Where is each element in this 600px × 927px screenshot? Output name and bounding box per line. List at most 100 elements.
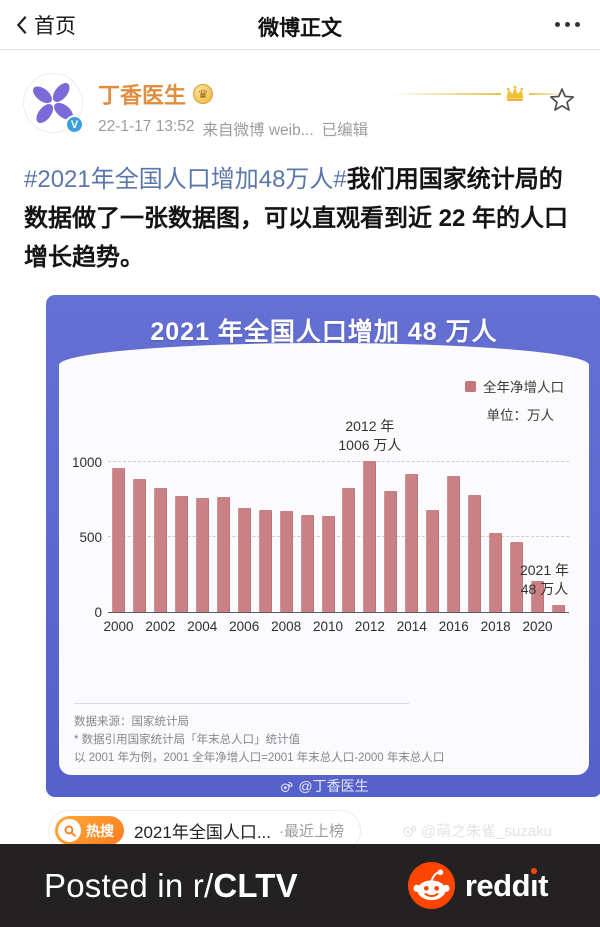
- bar-slot-2020: 2020: [523, 452, 553, 634]
- chart-title: 2021 年全国人口增加 48 万人: [150, 318, 498, 346]
- bar-slot-2004: 2004: [187, 452, 217, 634]
- search-icon: [64, 825, 76, 837]
- user-watermark: @萌之朱雀_suzaku: [401, 820, 552, 841]
- bar-2013: [384, 491, 398, 612]
- back-label: 首页: [34, 14, 76, 38]
- bar-2010: [321, 515, 335, 612]
- bar-slot-2000: 2000: [103, 452, 133, 634]
- bar-2006: [237, 508, 251, 612]
- bar-slot-2018: 2018: [481, 452, 511, 634]
- bar-2003: [174, 495, 188, 612]
- bar-2004: [195, 497, 209, 612]
- bar-slot-2016: 2016: [439, 452, 469, 634]
- bar-slot-2017: [464, 452, 485, 612]
- y-tick-0: 0: [94, 605, 102, 620]
- lilac-flower-logo: [33, 83, 73, 123]
- legend-swatch: [465, 380, 476, 392]
- gridline-1000: [108, 461, 569, 462]
- chart-image[interactable]: 2021 年全国人口增加 48 万人 全年净增人口 单位：万人 1000 500…: [46, 295, 600, 797]
- reddit-wordmark: reddıt: [464, 867, 549, 903]
- chart-legend: 全年净增人口 单位：万人: [465, 376, 564, 424]
- bar-2011: [342, 488, 356, 612]
- bar-slot-2009: [297, 452, 318, 612]
- x-tick-2014: 2014: [396, 619, 427, 634]
- annotation-2021: 2021 年 48 万人: [519, 561, 570, 597]
- bar-2005: [216, 496, 230, 612]
- bar-slot-2012: 2012 2012 年 1006 万人: [338, 418, 401, 634]
- star-icon: [549, 88, 575, 111]
- avatar[interactable]: V: [24, 74, 84, 134]
- hot-badge-label: 热搜: [86, 822, 114, 839]
- x-tick-2012: 2012: [354, 619, 385, 634]
- reddit-snoo-icon: [407, 862, 455, 909]
- chart-plot-card: 全年净增人口 单位：万人 1000 500 0 2000 2002 2004 2006…: [59, 343, 589, 775]
- x-tick-2020: 2020: [522, 619, 553, 634]
- hot-search-pill[interactable]: 热搜 2021年全国人口... ·最近上榜: [48, 810, 361, 851]
- post-source[interactable]: 来自微博 weib...: [202, 122, 314, 139]
- bar-2012: [363, 461, 377, 612]
- x-tick-2018: 2018: [480, 619, 511, 634]
- x-axis-line: [108, 612, 569, 613]
- x-tick-2000: 2000: [103, 619, 134, 634]
- hot-search-row: 热搜 2021年全国人口... ·最近上榜 @萌之朱雀_suzaku: [48, 810, 552, 851]
- author-name[interactable]: 丁香医生: [98, 83, 187, 108]
- chevron-left-icon: [16, 15, 27, 34]
- bar-slot-2011: [338, 452, 359, 612]
- bar-slot-2007: [255, 452, 276, 612]
- chart-footer-notes: 数据来源：国家统计局 * 数据引用国家统计局「年末总人口」统计值 以 2001 …: [74, 703, 559, 767]
- weibo-eye-icon: [281, 781, 293, 792]
- bar-slot-2006: 2006: [229, 452, 259, 634]
- x-tick-2016: 2016: [438, 619, 469, 634]
- favorite-star-button[interactable]: [548, 86, 576, 140]
- post-meta: 22-1-17 13:52 来自微博 weib... 已编辑: [98, 118, 368, 140]
- bar-2009: [300, 514, 314, 612]
- crown-icon: [506, 85, 524, 101]
- y-tick-500: 500: [79, 530, 102, 545]
- hashtag-link[interactable]: #2021年全国人口增加48万人#: [24, 166, 347, 193]
- bar-slot-2001: [129, 452, 150, 612]
- gridline-500: [108, 536, 569, 537]
- post-body-text: #2021年全国人口增加48万人#我们用国家统计局的数据做了一张数据图，可以直观…: [24, 160, 576, 277]
- bar-slot-2015: [422, 452, 443, 612]
- bars-container: 2000 2002 2004 2006 2008 2010 2012 2012 年 1006 万…: [103, 418, 569, 634]
- footnote-2: 以 2001 年为例，2001 全年净增人口=2001 年末总人口-2000 年…: [74, 752, 445, 764]
- x-tick-2004: 2004: [187, 619, 218, 634]
- footnote-1: * 数据引用国家统计局「年末总人口」统计值: [74, 734, 301, 746]
- page-title: 微博正文: [258, 17, 342, 40]
- bar-slot-2005: [213, 452, 234, 612]
- back-button[interactable]: 首页: [12, 10, 76, 40]
- annotation-2012: 2012 年 1006 万人: [338, 418, 402, 454]
- legend-unit: 单位：万人: [486, 408, 555, 423]
- edited-label: 已编辑: [321, 122, 369, 139]
- bar-plot: 1000 500 0 2000 2002 2004 2006 2008 2010 2012 2…: [72, 418, 569, 634]
- hot-search-topic: 2021年全国人口...: [134, 823, 271, 842]
- bar-slot-2019: [506, 452, 527, 612]
- footer-divider: [74, 703, 409, 704]
- data-source-note: 数据来源：国家统计局: [74, 716, 189, 728]
- post-card: V 丁香医生 ♛ 22-1-17 13:52 来自微博 weib... 已编辑: [0, 74, 600, 851]
- hot-search-badge: 热搜: [55, 816, 124, 845]
- verified-badge: V: [65, 115, 84, 134]
- top-nav: 首页 微博正文: [0, 0, 600, 50]
- timestamp: 22-1-17 13:52: [98, 118, 195, 135]
- bar-2015: [426, 510, 440, 612]
- y-tick-1000: 1000: [71, 455, 102, 470]
- bar-2008: [279, 511, 293, 612]
- subreddit-name: CLTV: [213, 866, 298, 904]
- bar-slot-2014: 2014: [397, 452, 427, 634]
- legend-label: 全年净增人口: [483, 380, 564, 395]
- more-menu-button[interactable]: [555, 22, 580, 27]
- x-tick-2010: 2010: [312, 619, 344, 634]
- bar-2000: [111, 468, 125, 612]
- x-tick-2002: 2002: [145, 619, 176, 634]
- bar-2007: [258, 509, 272, 612]
- weibo-eye-icon: [403, 825, 417, 837]
- reddit-footer-bar: Posted in r/CLTV reddıt: [0, 844, 600, 927]
- bar-2021: [551, 604, 565, 612]
- bar-slot-2010: 2010: [313, 452, 343, 634]
- bar-slot-2002: 2002: [145, 452, 175, 634]
- bar-slot-2021: 2021 年 48 万人: [520, 452, 569, 612]
- bar-slot-2003: [171, 452, 192, 612]
- bar-2020: [531, 581, 545, 612]
